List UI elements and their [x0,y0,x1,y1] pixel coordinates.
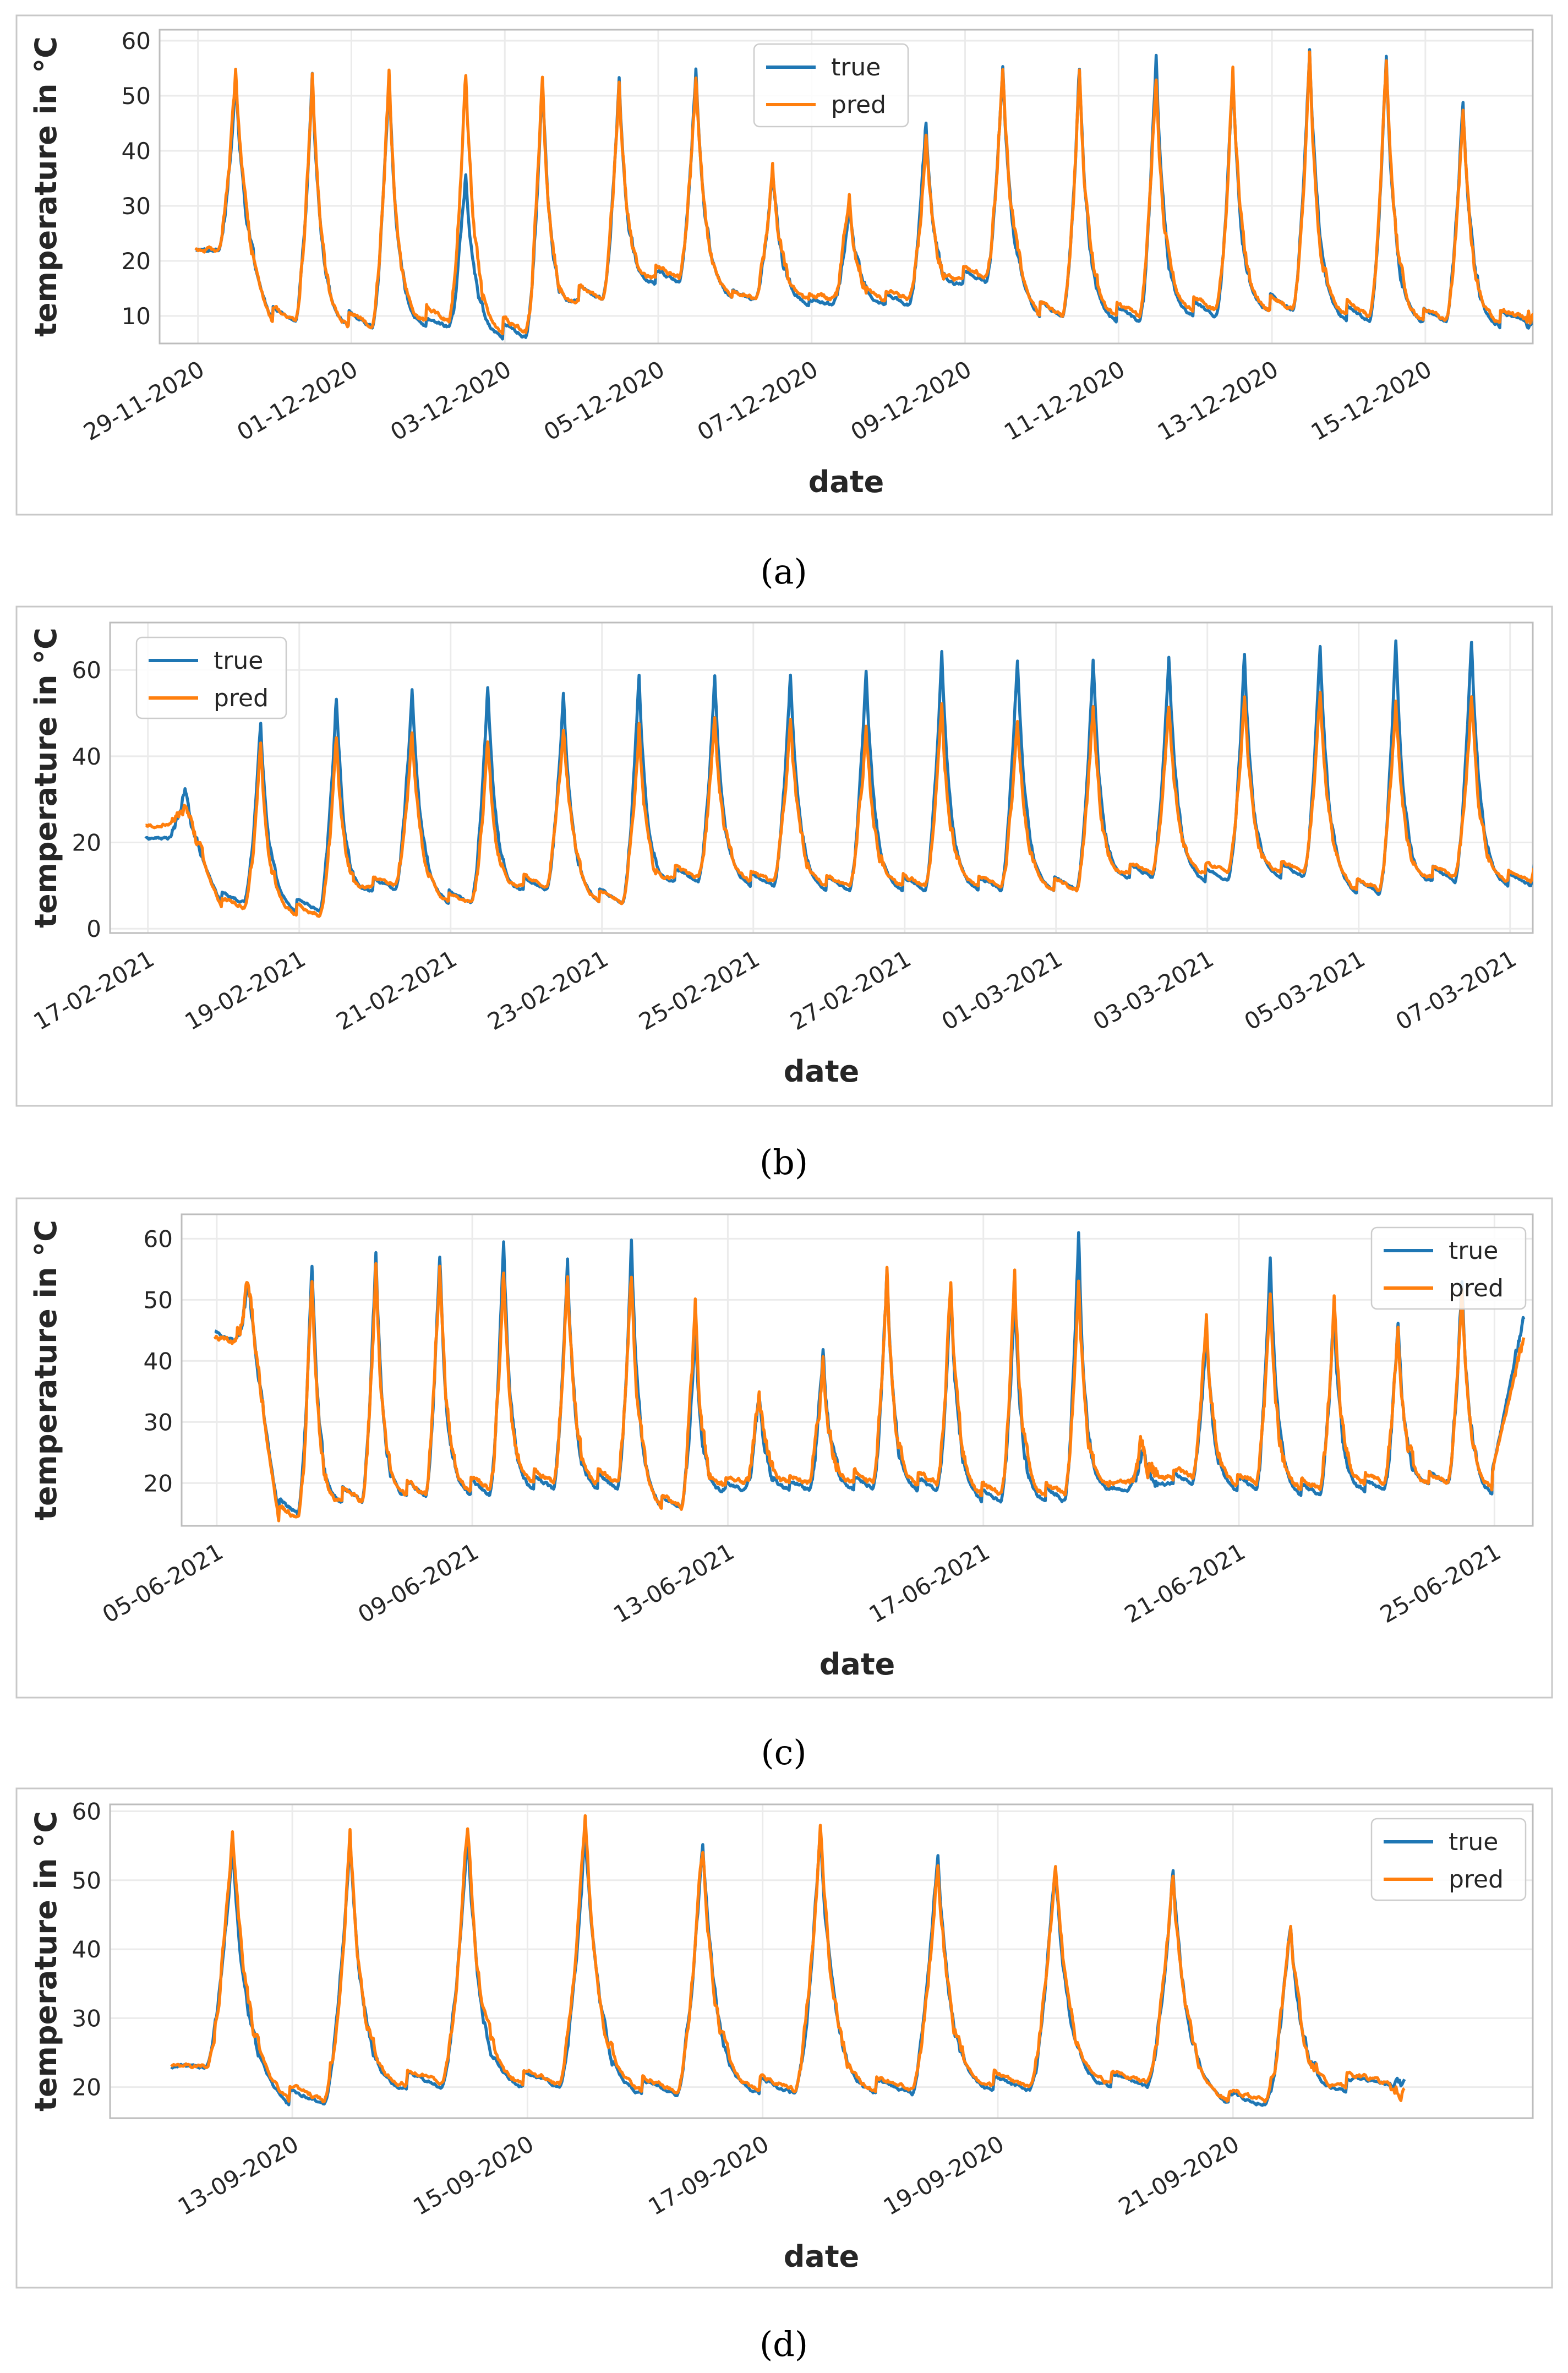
y-tick-label: 60 [144,1225,173,1252]
y-tick-label: 20 [144,1470,173,1497]
x-axis-label: date [819,1647,895,1682]
series-group [194,48,1533,341]
gridlines [110,1804,1533,2118]
legend-label-true: true [1449,1828,1498,1856]
y-tick-label: 20 [72,2074,101,2101]
plot-area [109,621,1534,934]
y-tick-label: 60 [122,28,151,54]
panel-caption: (a) [760,552,807,592]
panel-frame [15,1787,1553,2289]
y-tick-label: 60 [72,1798,101,1825]
y-tick-label: 40 [144,1348,173,1374]
y-tick-label: 30 [144,1409,173,1436]
panel-caption: (c) [761,1732,806,1772]
y-tick-label: 20 [72,830,101,857]
series-group [213,1231,1526,1523]
y-tick-label: 60 [72,657,101,684]
legend-label-true: true [214,647,263,675]
legend: true pred [753,43,909,128]
panel-frame [15,1197,1553,1699]
y-tick-label: 20 [122,248,151,275]
y-tick-label: 10 [122,303,151,330]
series-line-pred [213,1262,1526,1523]
y-axis-label: temperature in °C [29,628,63,928]
plot-area [109,1803,1534,2119]
legend: true pred [1370,1226,1527,1310]
plot-area [159,29,1534,345]
panel-caption: (b) [760,1142,808,1182]
legend-label-true: true [1449,1237,1498,1265]
legend-label-pred: pred [214,684,269,712]
y-tick-label: 40 [72,743,101,770]
panel-caption: (d) [760,2324,808,2364]
series-group [170,1814,1406,2107]
y-axis-label: temperature in °C [29,1811,63,2112]
series-line-pred [145,691,1533,918]
x-axis-label: date [784,2239,860,2274]
legend-label-pred: pred [1449,1865,1504,1894]
legend-label-true: true [831,53,881,81]
legend-label-pred: pred [831,91,886,119]
y-tick-label: 50 [122,83,151,110]
legend-label-pred: pred [1449,1274,1504,1302]
legend: true pred [135,636,287,719]
plot-area [181,1213,1534,1527]
y-tick-label: 30 [122,193,151,220]
series-line-pred [194,50,1533,336]
series-line-pred [170,1814,1406,2104]
series-group [144,639,1533,918]
y-axis-label: temperature in °C [29,1220,63,1520]
y-tick-label: 30 [72,2005,101,2032]
y-axis-label: temperature in °C [29,36,63,337]
gridlines [160,30,1533,343]
y-tick-label: 50 [72,1867,101,1894]
legend: true pred [1370,1818,1527,1901]
x-axis-label: date [808,465,884,499]
y-tick-label: 0 [86,915,101,942]
x-axis-label: date [784,1054,860,1089]
y-tick-label: 40 [72,1936,101,1963]
y-tick-label: 50 [144,1286,173,1313]
y-tick-label: 40 [122,138,151,165]
